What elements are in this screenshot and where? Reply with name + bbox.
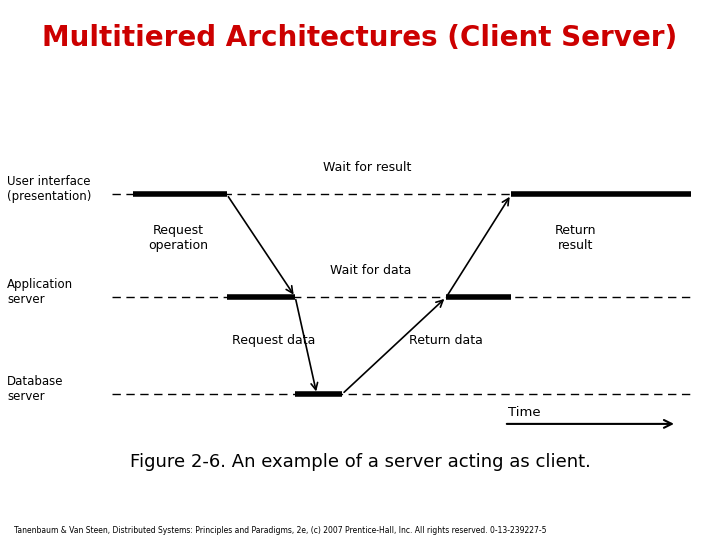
Text: User interface
(presentation): User interface (presentation) [7,175,91,203]
Text: Wait for data: Wait for data [330,264,412,276]
Text: Wait for result: Wait for result [323,161,411,174]
Text: Time: Time [508,406,540,419]
Text: Request data: Request data [232,334,315,347]
Text: Return data: Return data [410,334,483,347]
Text: Application
server: Application server [7,278,73,306]
Text: Return
result: Return result [555,224,597,252]
Text: Database
server: Database server [7,375,63,403]
Text: Multitiered Architectures (Client Server): Multitiered Architectures (Client Server… [42,24,678,52]
Text: Request
operation: Request operation [148,224,209,252]
Text: Figure 2-6. An example of a server acting as client.: Figure 2-6. An example of a server actin… [130,453,590,471]
Text: Tanenbaum & Van Steen, Distributed Systems: Principles and Paradigms, 2e, (c) 20: Tanenbaum & Van Steen, Distributed Syste… [14,526,547,535]
